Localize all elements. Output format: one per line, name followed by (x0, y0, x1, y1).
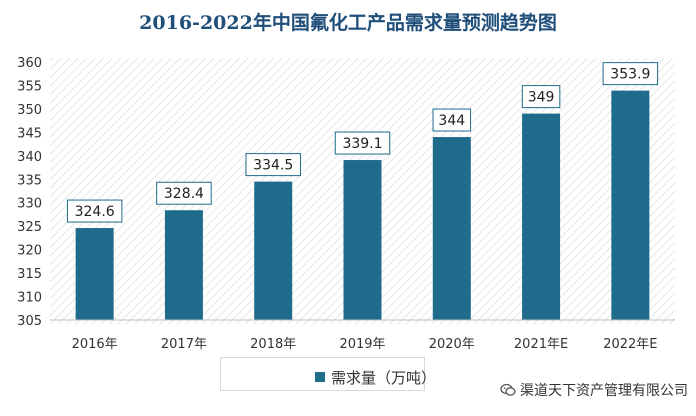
y-tick-label: 360 (17, 56, 42, 71)
bar (75, 228, 114, 320)
legend-label: 需求量（万吨） (331, 369, 437, 387)
bar (343, 160, 382, 320)
data-label: 353.9 (610, 67, 650, 83)
y-axis: 305 310 315 320 325 330 335 340 345 350 355 360 (17, 56, 42, 329)
bars-group: 324.6 328.4 334.5 339.1 344 349 353.9 (66, 62, 659, 320)
y-tick-label: 325 (17, 220, 42, 235)
legend: 需求量（万吨） (220, 357, 436, 391)
data-label-box (66, 199, 123, 223)
data-label: 328.4 (164, 186, 204, 202)
x-tick-label: 2021年E (514, 337, 568, 352)
legend-swatch (315, 372, 325, 382)
bar (611, 90, 650, 320)
x-tick-label: 2017年 (161, 337, 207, 352)
wechat-icon (500, 382, 516, 398)
y-tick-label: 330 (17, 197, 42, 212)
bar (432, 137, 471, 320)
y-tick-label: 320 (17, 244, 42, 259)
y-tick-label: 355 (17, 79, 42, 94)
watermark: 渠道天下资产管理有限公司 (500, 380, 688, 400)
data-label: 344 (438, 113, 465, 129)
data-label: 324.6 (75, 204, 115, 220)
chart-title: 2016-2022年中国氟化工产品需求量预测趋势图 (139, 12, 557, 34)
y-tick-label: 315 (17, 267, 42, 282)
data-label-box (521, 85, 561, 109)
y-tick-label: 345 (17, 126, 42, 141)
y-tick-label: 310 (17, 291, 42, 306)
data-label-box (334, 131, 391, 155)
data-label: 349 (528, 90, 555, 106)
bar (164, 210, 203, 320)
bar (522, 113, 561, 320)
y-tick-label: 305 (17, 314, 42, 329)
x-tick-label: 2020年 (429, 337, 475, 352)
y-tick-label: 350 (17, 103, 42, 118)
bar (254, 181, 293, 320)
data-label-box (245, 153, 301, 177)
y-tick-label: 335 (17, 173, 42, 188)
x-tick-label: 2018年 (250, 337, 296, 352)
data-label-box (156, 181, 212, 205)
data-label: 339.1 (342, 136, 382, 152)
x-tick-label: 2022年E (603, 337, 657, 352)
data-label-box (602, 62, 659, 86)
x-axis: 2016年 2017年 2018年 2019年 2020年 2021年E 2022年E (50, 319, 675, 352)
data-label-box (432, 108, 472, 132)
data-label: 334.5 (253, 158, 293, 174)
x-tick-label: 2019年 (339, 337, 385, 352)
y-tick-label: 340 (17, 150, 42, 165)
x-tick-label: 2016年 (72, 337, 118, 352)
watermark-text: 渠道天下资产管理有限公司 (520, 383, 688, 399)
